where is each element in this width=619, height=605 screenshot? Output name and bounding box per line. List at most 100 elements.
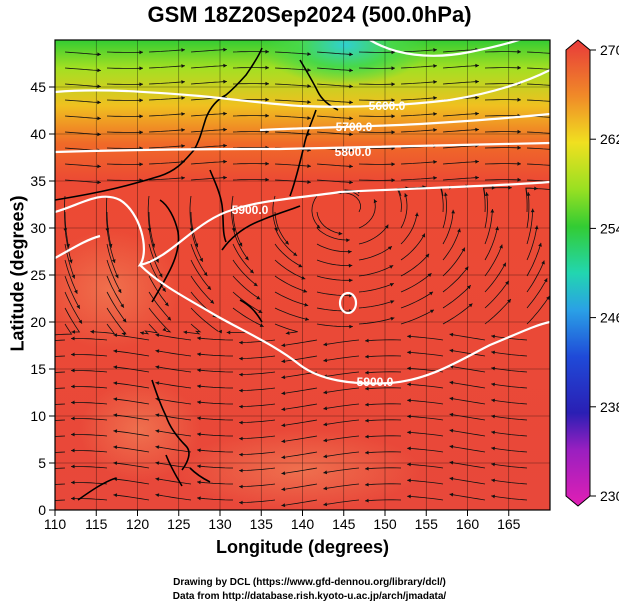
streamline-arrow [387, 246, 392, 250]
streamline-arrow [543, 278, 548, 283]
streamline-arrow [348, 250, 352, 254]
streamline [70, 418, 108, 421]
streamline [442, 177, 479, 181]
streamline [491, 463, 528, 469]
streamline [400, 65, 437, 69]
streamline-arrow [281, 471, 286, 476]
streamline [484, 280, 509, 309]
streamline-arrow [391, 114, 395, 119]
streamline [197, 369, 233, 373]
streamline-arrow [365, 354, 369, 359]
streamline [55, 387, 66, 389]
streamline [64, 179, 101, 183]
streamline-arrow [90, 329, 94, 334]
streamline-arrow [307, 52, 311, 56]
streamline-arrow [265, 177, 269, 182]
streamline-arrow [139, 66, 143, 71]
streamline [183, 323, 202, 335]
streamline [232, 275, 261, 300]
streamline-arrow [239, 468, 243, 473]
streamline [239, 451, 276, 455]
streamline [232, 291, 263, 314]
streamline-arrow [444, 192, 448, 197]
streamline-arrow [29, 437, 33, 441]
streamline [190, 65, 227, 69]
streamline [526, 83, 550, 86]
streamline-arrow [48, 333, 52, 337]
streamline-arrow [430, 309, 434, 314]
streamline [232, 227, 249, 261]
streamline [316, 51, 353, 55]
streamline-arrow [97, 84, 101, 89]
colorbar-tick-label: 262 [600, 131, 619, 147]
streamline-arrow [155, 493, 160, 497]
streamline [442, 228, 461, 261]
streamline [526, 242, 542, 277]
streamline-arrow [265, 49, 269, 54]
streamline [323, 451, 360, 458]
streamline [113, 478, 150, 485]
streamline-arrow [491, 398, 495, 403]
streamline [155, 334, 192, 341]
streamline [281, 483, 318, 490]
streamline [281, 355, 318, 362]
streamline-arrow [449, 492, 454, 497]
streamline [316, 83, 353, 87]
streamline-arrow [389, 283, 394, 287]
streamline [281, 371, 318, 378]
streamline-arrow [491, 478, 495, 483]
streamline [442, 145, 479, 149]
streamline-arrow [181, 48, 185, 52]
streamline-arrow [475, 63, 479, 68]
streamline-arrow [29, 469, 33, 473]
x-tick-label: 110 [44, 516, 67, 532]
streamline-arrow [407, 494, 411, 499]
streamline [274, 227, 298, 257]
streamline-arrow [113, 349, 118, 354]
streamline-arrow [475, 127, 479, 132]
streamline-arrow [239, 372, 243, 377]
streamline-arrow [517, 145, 521, 150]
streamline [400, 177, 437, 181]
streamline [526, 225, 538, 261]
streamline-arrow [559, 164, 563, 168]
streamline-arrow [239, 452, 243, 457]
streamline [407, 479, 444, 485]
chart-title: GSM 18Z20Sep2024 (500.0hPa) [147, 2, 472, 27]
streamline [274, 51, 311, 55]
y-tick-label: 40 [30, 126, 46, 142]
streamline-arrow [349, 116, 353, 121]
streamline-arrow [365, 418, 369, 423]
cold-core-shading [260, 40, 430, 85]
streamline [407, 351, 444, 357]
streamline [526, 208, 534, 245]
streamline-arrow [223, 79, 227, 84]
streamline-arrow [197, 464, 201, 469]
streamline-arrow [304, 302, 309, 307]
streamline-arrow [475, 175, 479, 180]
high-center-ring [338, 291, 358, 315]
streamline [70, 498, 108, 501]
height-contour [55, 180, 550, 267]
streamline [113, 430, 150, 437]
streamline-arrow [390, 300, 395, 304]
streamline [55, 467, 66, 469]
streamline-arrow [433, 64, 437, 68]
streamline [148, 227, 159, 263]
streamline [190, 113, 227, 117]
streamline [442, 192, 447, 229]
streamline [239, 371, 276, 375]
streamline [274, 323, 298, 334]
streamline [281, 499, 318, 506]
streamline [64, 195, 67, 232]
streamline [442, 303, 473, 325]
streamline-arrow [391, 82, 395, 87]
streamline [281, 435, 318, 442]
streamline [274, 115, 311, 119]
streamline [189, 195, 193, 232]
x-tick-label: 125 [167, 516, 191, 532]
streamline-arrow [348, 263, 353, 268]
streamline-arrow [449, 380, 454, 385]
streamline [316, 291, 353, 296]
streamline-arrow [316, 224, 321, 229]
